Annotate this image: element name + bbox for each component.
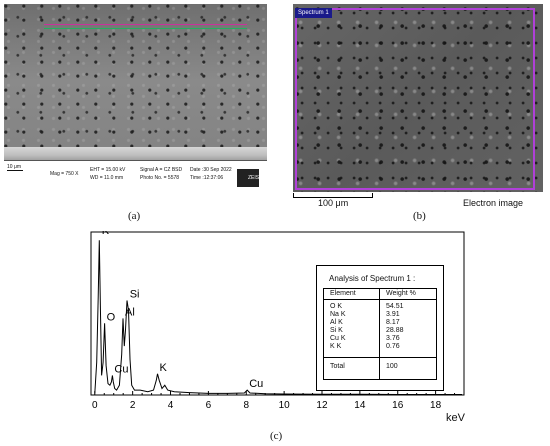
peak-label: Cu bbox=[249, 378, 263, 390]
electron-image-title: Electron image bbox=[463, 198, 524, 208]
table-total-label: Total bbox=[330, 363, 345, 370]
peak-label: Cu bbox=[114, 363, 128, 375]
peak-label: Si bbox=[130, 288, 140, 300]
peak-label: K bbox=[159, 362, 167, 374]
peak-label: O bbox=[107, 311, 116, 323]
scan-line-green bbox=[44, 28, 247, 29]
eds-spectrum-chart: 0 2 4 6 8 10 12 14 16 18 K O Cu Al Si K Cu Analysis of … bbox=[90, 225, 465, 427]
table-cell-element: Al K bbox=[330, 319, 343, 326]
signal-text: Signal A = CZ BSD bbox=[140, 167, 183, 173]
zeiss-logo: ZEISS bbox=[237, 169, 262, 187]
sem-micrograph-a: 10 μm Mag = 750 X EHT = 15.00 kV WD = 11… bbox=[4, 4, 267, 196]
date-text: Date :30 Sep 2022 bbox=[190, 167, 232, 173]
table-cell-weight: 54.51 bbox=[386, 303, 404, 310]
table-total-divider bbox=[324, 357, 436, 358]
scale-bar-b bbox=[293, 197, 373, 198]
table-cell-element: Cu K bbox=[330, 335, 346, 342]
scale-bar-label: 10 μm bbox=[7, 164, 21, 170]
x-tick-label: 2 bbox=[130, 400, 136, 411]
eht-text: EHT = 15.00 kV bbox=[90, 167, 126, 173]
table-header-row bbox=[324, 289, 436, 300]
x-axis-label: keV bbox=[446, 412, 465, 424]
analysis-title: Analysis of Spectrum 1 : bbox=[329, 274, 416, 283]
table-cell-element: Na K bbox=[330, 311, 346, 318]
scan-line-pink bbox=[44, 24, 247, 25]
peak-label: Al bbox=[125, 306, 135, 318]
sem-image-a: 10 μm Mag = 750 X EHT = 15.00 kV WD = 11… bbox=[4, 4, 267, 196]
x-tick-label: 8 bbox=[243, 400, 249, 411]
x-tick-label: 16 bbox=[392, 400, 404, 411]
x-tick-label: 12 bbox=[316, 400, 328, 411]
sem-texture-b bbox=[293, 4, 543, 192]
photo-text: Photo No. = 5578 bbox=[140, 175, 180, 181]
table-cell-element: O K bbox=[330, 303, 343, 310]
time-text: Time :12:37:06 bbox=[190, 175, 224, 181]
x-tick-label: 18 bbox=[430, 400, 442, 411]
scale-bar-b-tick-left bbox=[293, 193, 294, 198]
table-cell-element: Si K bbox=[330, 327, 343, 334]
x-tick-label: 4 bbox=[168, 400, 174, 411]
caption-c: (c) bbox=[270, 430, 283, 442]
table-cell-element: K K bbox=[330, 343, 342, 350]
mag-text: Mag = 750 X bbox=[50, 171, 79, 177]
spectrum-svg: 0 2 4 6 8 10 12 14 16 18 K O Cu Al Si K Cu bbox=[90, 225, 465, 411]
analysis-table-box: Analysis of Spectrum 1 : Element Weight … bbox=[316, 265, 444, 391]
table-cell-weight: 28.88 bbox=[386, 327, 404, 334]
sem-info-bar: 10 μm Mag = 750 X EHT = 15.00 kV WD = 11… bbox=[4, 160, 267, 196]
table-cell-weight: 8.17 bbox=[386, 319, 400, 326]
peak-label: K bbox=[102, 231, 110, 237]
scale-bar bbox=[7, 170, 23, 171]
x-tick-label: 10 bbox=[279, 400, 291, 411]
scale-bar-b-tick-right bbox=[372, 193, 373, 198]
plot-frame bbox=[90, 231, 465, 396]
table-cell-weight: 0.76 bbox=[386, 343, 400, 350]
wd-text: WD = 11.0 mm bbox=[90, 175, 124, 181]
electron-image-b: Spectrum 1 bbox=[293, 4, 543, 192]
spectrum-line bbox=[94, 240, 463, 395]
caption-a: (a) bbox=[128, 210, 141, 222]
spectrum-tag: Spectrum 1 bbox=[295, 8, 332, 18]
table-total-value: 100 bbox=[386, 363, 398, 370]
sample-edge bbox=[4, 147, 267, 161]
table-header-element: Element bbox=[330, 290, 356, 297]
scale-bar-b-label: 100 μm bbox=[318, 198, 349, 208]
table-cell-weight: 3.76 bbox=[386, 335, 400, 342]
x-tick-label: 14 bbox=[354, 400, 366, 411]
caption-b: (b) bbox=[413, 210, 426, 222]
x-tick-label: 6 bbox=[206, 400, 212, 411]
table-cell-weight: 3.91 bbox=[386, 311, 400, 318]
table-col-divider bbox=[379, 289, 380, 379]
table-header-weight: Weight % bbox=[386, 290, 416, 297]
analysis-table: Element Weight % O K 54.51 Na K 3.91 Al … bbox=[323, 288, 437, 380]
x-tick-label: 0 bbox=[92, 400, 98, 411]
spectrum-region-box bbox=[295, 8, 535, 190]
